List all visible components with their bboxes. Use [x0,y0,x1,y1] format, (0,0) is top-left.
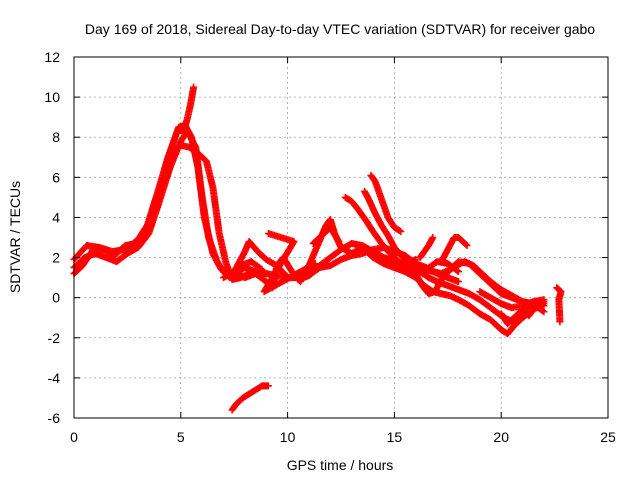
series-track-4 [179,83,198,137]
y-tick-label: 10 [44,89,60,105]
y-tick-label: 2 [52,250,60,266]
x-tick-label: 5 [177,429,185,445]
y-tick-label: -4 [48,370,61,386]
y-tick-label: -2 [48,330,61,346]
data-point-marker [334,236,342,244]
series-track-19 [228,382,272,414]
data-point-marker [539,307,547,315]
y-tick-label: -6 [48,410,61,426]
series-track-17 [497,302,548,328]
y-tick-label: 4 [52,209,60,225]
data-point-marker [335,238,343,246]
series-track-20 [260,229,319,296]
data-point-marker [429,234,437,241]
axis-ticks [73,56,609,419]
y-axis-label: SDTVAR / TECUs [7,181,23,293]
plot-frame [73,56,609,419]
data-point-marker [556,318,564,326]
data-point-marker [454,268,462,276]
x-tick-labels: 0 5 10 15 20 25 [70,429,616,445]
data-point-marker [257,265,265,273]
x-tick-label: 15 [387,429,403,445]
series-track-15 [416,234,437,262]
series-track-3 [70,141,253,284]
x-tick-label: 0 [70,429,78,445]
data-point-marker [311,260,319,268]
data-point-marker [310,260,318,268]
data-point-marker [258,266,266,274]
data-point-marker [396,227,404,235]
series-track-11 [367,171,405,235]
x-tick-label: 25 [600,429,616,445]
x-tick-label: 20 [493,429,509,445]
series-track-16 [476,288,548,312]
data-points [70,83,565,414]
y-tick-label: 8 [52,129,60,145]
data-point-marker [397,227,405,235]
data-point-marker [540,308,548,316]
data-point-marker [540,296,548,304]
y-tick-label: 12 [44,49,60,65]
x-tick-label: 10 [280,429,296,445]
data-point-marker [463,242,471,250]
y-tick-label: 6 [52,169,60,185]
data-point-marker [454,278,462,286]
data-point-marker [264,382,272,390]
series-track-18 [553,284,565,326]
x-axis-label: GPS time / hours [287,457,394,473]
y-tick-label: 0 [52,290,60,306]
y-tick-labels: -6 -4 -2 0 2 4 6 8 10 12 [44,49,60,426]
chart-title: Day 169 of 2018, Sidereal Day-to-day VTE… [85,21,595,37]
data-point-marker [462,241,470,249]
data-point-marker [190,83,198,91]
series-track-14 [437,234,471,266]
series-track-8 [309,223,343,248]
